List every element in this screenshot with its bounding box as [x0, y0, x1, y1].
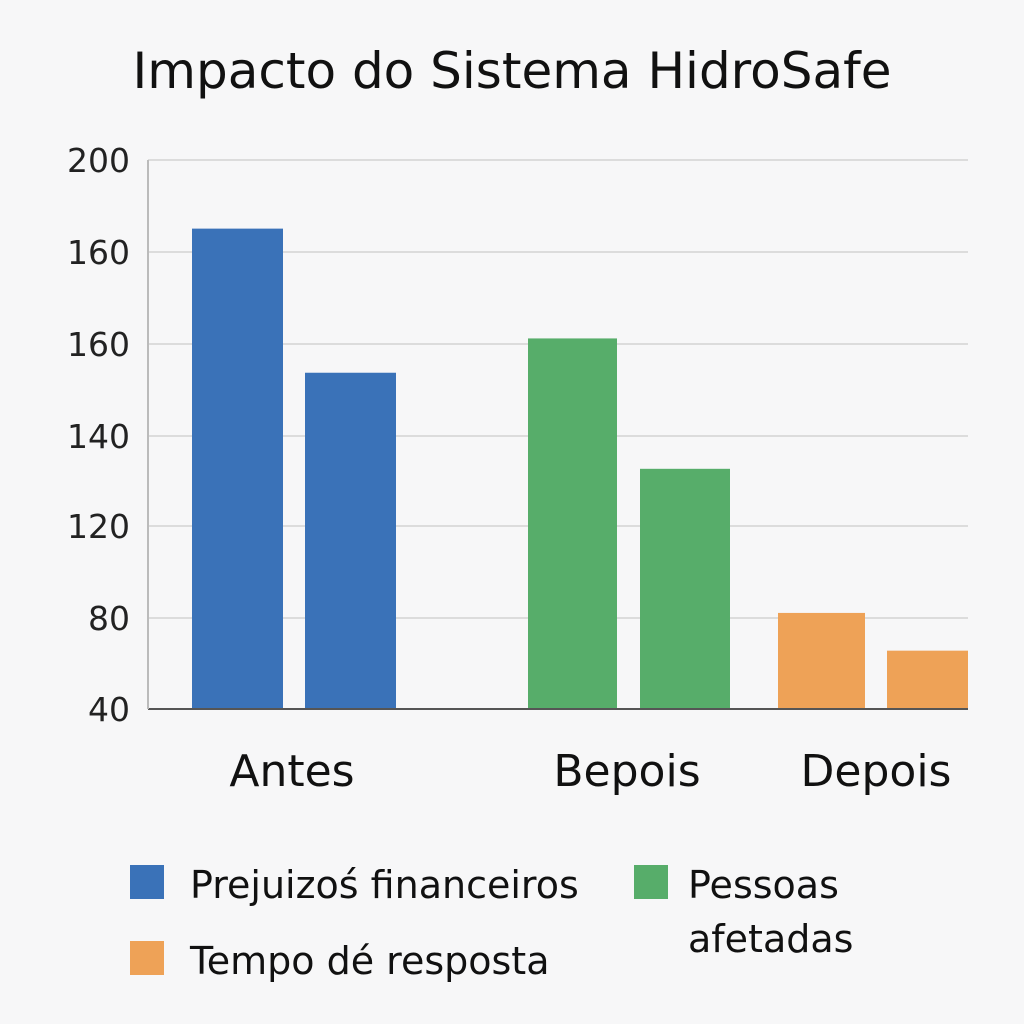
legend-swatch — [130, 865, 164, 899]
bar — [778, 612, 865, 709]
y-tick-label: 40 — [88, 690, 130, 729]
x-tick-label: Bepois — [553, 746, 700, 797]
legend-swatch — [130, 941, 164, 975]
legend-label: Tempo dé resposta — [189, 939, 550, 983]
x-axis-categories: Antes Bepois Depois — [229, 746, 951, 797]
legend-item: Tempo dé resposta — [130, 939, 550, 983]
legend-item: Prejuizoś financeiros — [130, 863, 579, 907]
x-tick-label: Depois — [801, 746, 952, 797]
bar — [640, 468, 730, 709]
bar — [528, 338, 617, 709]
bars — [192, 228, 968, 709]
y-tick-label: 160 — [67, 325, 130, 364]
y-tick-label: 140 — [67, 417, 130, 456]
chart-title: Impacto do Sistema HidroSafe — [133, 42, 892, 100]
y-tick-label: 200 — [67, 141, 130, 180]
y-tick-label: 80 — [88, 599, 130, 638]
bar — [305, 372, 396, 709]
x-tick-label: Antes — [229, 746, 354, 797]
y-tick-label: 160 — [67, 233, 130, 272]
bar — [192, 228, 283, 709]
legend: Prejuizoś financeiros Pessoas afetadas Temp… — [130, 863, 853, 983]
legend-swatch — [634, 865, 668, 899]
y-tick-label: 120 — [67, 507, 130, 546]
legend-label: Pessoas afetadas — [688, 863, 853, 961]
legend-item: Pessoas afetadas — [634, 863, 853, 961]
bar — [887, 650, 968, 709]
legend-label: Prejuizoś financeiros — [190, 863, 579, 907]
y-axis-ticks: 200 160 160 140 120 80 40 — [67, 141, 130, 729]
